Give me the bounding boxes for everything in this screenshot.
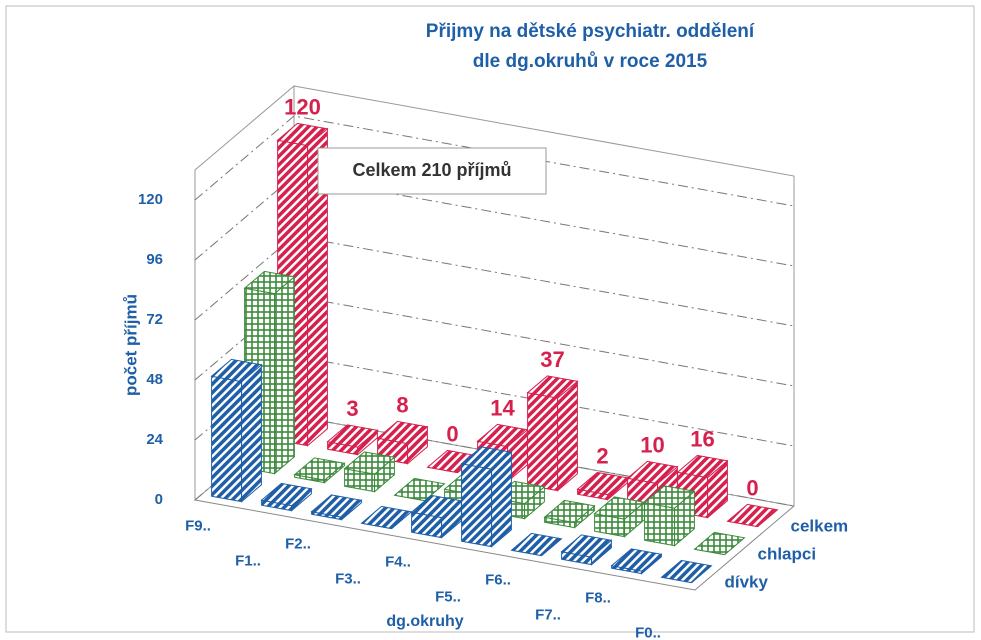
legend-label: chlapci: [758, 544, 817, 563]
x-tick-label: F6..: [485, 571, 511, 588]
y-axis-label: počet příjmů: [121, 294, 140, 396]
bar: [576, 471, 629, 501]
bar-top: [243, 270, 296, 295]
legend-label: celkem: [791, 516, 849, 535]
bar: [310, 494, 363, 521]
bar-side: [274, 275, 295, 475]
x-tick-label: F2..: [285, 535, 311, 552]
bar: [660, 559, 713, 584]
data-label: 120: [284, 94, 321, 119]
bar-top: [310, 494, 363, 518]
bar-top: [610, 548, 663, 572]
y-tick-label: 120: [138, 191, 163, 208]
data-label: 16: [690, 426, 714, 451]
data-label: 0: [446, 421, 458, 446]
bar-top: [526, 375, 579, 399]
x-tick-label: F0..: [635, 624, 661, 640]
bar: [543, 499, 596, 529]
bar: [510, 532, 563, 557]
bar-top: [676, 454, 729, 479]
bar-top: [660, 559, 713, 584]
bar-top: [293, 457, 346, 481]
x-tick-label: F1..: [235, 552, 261, 569]
annotation-box: [317, 147, 547, 195]
data-label: 10: [640, 432, 664, 457]
bar-top: [460, 446, 513, 470]
x-tick-label: F4..: [385, 553, 411, 570]
bar: [260, 482, 313, 512]
data-label: 8: [396, 392, 408, 417]
x-tick-label: F3..: [335, 570, 361, 587]
y-tick-label: 72: [146, 311, 163, 328]
bar-top: [543, 499, 596, 524]
bar-top: [560, 534, 613, 558]
x-tick-label: F7..: [535, 606, 561, 623]
bar-top: [210, 358, 263, 383]
chart-title: Přijmy na dětské psychiatr. oddělení: [426, 21, 755, 42]
bar: [360, 505, 413, 530]
bar: [610, 548, 663, 575]
y-tick-label: 48: [146, 371, 163, 388]
x-tick-label: F5..: [435, 588, 461, 605]
data-label: 14: [490, 395, 515, 420]
plot: 0 24 48 72 96 120 120 3 8 0 14 37 2 10 16 0 celkem chlapc…: [138, 84, 849, 640]
x-tick-label: F9..: [185, 517, 211, 534]
bar-top: [510, 532, 563, 557]
bar: [693, 531, 746, 556]
bar: [343, 451, 396, 493]
bar-top: [343, 451, 396, 475]
bar: [643, 485, 696, 547]
bar-top: [693, 531, 746, 556]
bar-top: [276, 122, 329, 147]
bar: [460, 446, 513, 548]
y-tick-label: 96: [146, 251, 163, 268]
y-tick-label: 24: [146, 431, 163, 448]
bar: [376, 420, 429, 465]
data-label: 3: [346, 396, 358, 421]
bar: [293, 457, 346, 484]
bar: [526, 375, 579, 492]
bar-top: [260, 482, 313, 507]
bar-side: [241, 363, 262, 503]
bar-top: [643, 485, 696, 509]
bar-top: [726, 503, 779, 528]
bar-front: [211, 375, 243, 503]
data-label: 37: [540, 347, 564, 372]
bar-top: [626, 460, 679, 485]
bar-top: [326, 424, 379, 448]
bar-front: [644, 502, 676, 547]
bar-front: [527, 392, 559, 492]
bar-top: [376, 420, 429, 445]
bar: [560, 534, 613, 566]
legend-label: dívky: [725, 572, 769, 591]
data-label: 0: [746, 475, 758, 500]
y-tick-label: 0: [155, 491, 163, 508]
x-axis-label: dg.okruhy: [386, 613, 463, 630]
bar-side: [557, 380, 578, 492]
chart-title: dle dg.okruhů v roce 2015: [473, 51, 708, 72]
bar: [726, 503, 779, 528]
bar-front: [461, 463, 493, 548]
grid-line: [194, 115, 795, 207]
bar-top: [393, 477, 446, 502]
bar: [210, 358, 263, 503]
annotation: Celkem 210 příjmů: [352, 160, 511, 180]
data-label: 2: [596, 443, 608, 468]
bar: [326, 424, 379, 456]
x-tick-label: F8..: [585, 589, 611, 606]
